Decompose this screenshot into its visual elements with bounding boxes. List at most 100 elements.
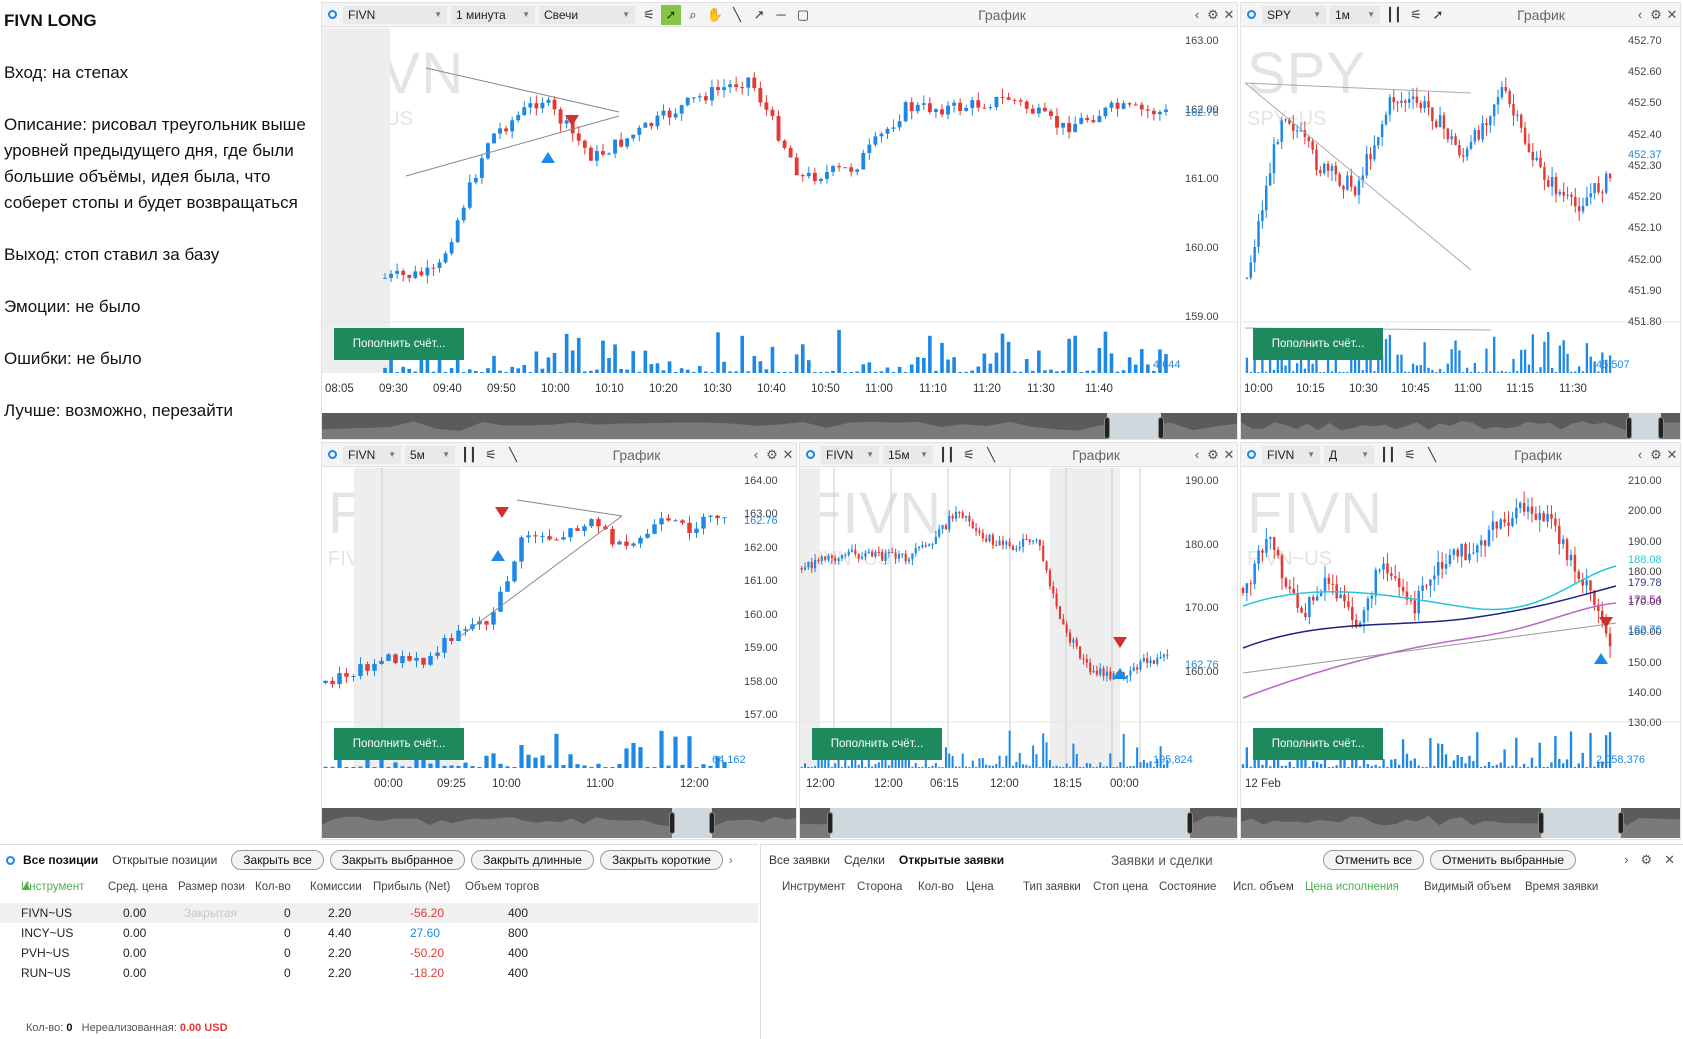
line-tool-icon[interactable]: ╲ [733,6,741,22]
panel-link-radio[interactable] [1247,450,1256,459]
col-order-time[interactable]: Время заявки [1525,881,1599,893]
close-all-button[interactable]: Закрыть все [231,850,324,870]
navigator-handle[interactable] [1626,417,1632,439]
col-filled-volume[interactable]: Исп. объем [1233,881,1294,893]
timeline-navigator[interactable] [800,808,1237,838]
tab-open-positions[interactable]: Открытые позиции [112,853,218,867]
navigator-handle[interactable] [1187,812,1193,834]
cancel-all-button[interactable]: Отменить все [1323,850,1425,870]
col-status[interactable]: Состояние [1159,881,1217,893]
ticker-select[interactable]: FIVN ▼ [343,445,401,464]
col-stop-price[interactable]: Стоп цена [1093,881,1148,893]
hand-icon[interactable]: ✋ [706,6,724,22]
chevron-left-icon[interactable]: ‹ [753,447,759,462]
rect-tool-icon[interactable]: ▢ [796,6,810,22]
close-icon[interactable]: ✕ [782,446,794,462]
interval-select[interactable]: 5м ▼ [405,445,455,464]
close-short-button[interactable]: Закрыть короткие [599,850,723,870]
interval-select[interactable]: 1 минута ▼ [451,5,535,24]
navigator-window[interactable] [1541,808,1621,838]
ticker-select[interactable]: FIVN ▼ [343,5,447,24]
tab-all-orders[interactable]: Все заявки [769,853,831,867]
indicators-icon[interactable]: ⚟ [643,6,655,22]
candles-icon[interactable]: ┃┃ [1386,6,1402,22]
interval-select[interactable]: 15м ▼ [883,445,933,464]
close-icon[interactable]: ✕ [1223,6,1235,22]
fund-account-button[interactable]: Пополнить счёт... [812,728,942,760]
chart-type-select[interactable]: Свечи ▼ [539,5,635,24]
navigator-handle[interactable] [709,812,715,834]
table-row[interactable]: PVH~US 0.00 0 2.20 -50.20 400 [0,943,758,963]
col-price[interactable]: Цена [966,881,994,893]
panel-link-radio[interactable] [328,450,337,459]
line-tool-icon[interactable]: ╲ [987,446,995,462]
table-row[interactable]: INCY~US 0.00 0 4.40 27.60 800 [0,923,758,943]
col-qty[interactable]: Кол-во [918,881,954,893]
panel-link-radio[interactable] [1247,10,1256,19]
navigator-handle[interactable] [1104,417,1110,439]
navigator-handle[interactable] [1538,812,1544,834]
col-volume[interactable]: Объем торгов [465,881,540,893]
col-fees[interactable]: Комиссии [310,881,362,893]
ticker-select[interactable]: FIVN ▼ [821,445,879,464]
ticker-select[interactable]: SPY ▼ [1262,5,1326,24]
chart-plot-area[interactable]: FIVNFIVN~US164.00163.00162.00161.00160.0… [322,468,796,839]
navigator-window[interactable] [1629,413,1661,439]
indicators-icon[interactable]: ⚟ [1404,446,1416,462]
col-side[interactable]: Сторона [857,881,903,893]
col-qty[interactable]: Кол-во [255,881,291,893]
chevron-right-icon[interactable]: › [728,853,733,867]
col-avg-price[interactable]: Сред. цена [108,881,168,893]
chevron-right-icon[interactable]: › [1624,852,1629,867]
col-instrument[interactable]: Инструмент [782,881,846,893]
navigator-handle[interactable] [1618,812,1624,834]
gear-icon[interactable]: ⚙ [1650,446,1662,462]
panel-link-radio[interactable] [806,450,815,459]
gear-icon[interactable]: ⚙ [766,446,778,462]
close-icon[interactable]: ✕ [1666,6,1678,22]
navigator-handle[interactable] [827,812,833,834]
candles-icon[interactable]: ┃┃ [461,446,477,462]
table-row[interactable]: RUN~US 0.00 0 2.20 -18.20 400 [0,963,758,983]
chart-plot-area[interactable]: FIVN FIVN~US 190.00 180.00 170.00 160.00 162.7… [800,468,1237,839]
close-icon[interactable]: ✕ [1666,446,1678,462]
panel-link-radio[interactable] [6,855,15,865]
hline-tool-icon[interactable]: ─ [776,7,786,22]
close-icon[interactable]: ✕ [1223,446,1235,462]
indicators-icon[interactable]: ⚟ [1410,6,1422,22]
cancel-selected-button[interactable]: Отменить выбранные [1430,850,1577,870]
timeline-navigator[interactable] [1241,413,1680,439]
timeline-navigator[interactable] [322,808,796,838]
navigator-window[interactable] [830,808,1190,838]
navigator-handle[interactable] [1158,417,1164,439]
interval-select[interactable]: Д ▼ [1324,445,1374,464]
timeline-navigator[interactable] [322,413,1237,439]
gear-icon[interactable]: ⚙ [1207,6,1219,22]
candles-icon[interactable]: ┃┃ [939,446,955,462]
fund-account-button[interactable]: Пополнить счёт... [1253,728,1383,760]
gear-icon[interactable]: ⚙ [1640,852,1653,867]
col-order-type[interactable]: Тип заявки [1023,881,1081,893]
panel-link-radio[interactable] [328,10,337,19]
line-tool-icon[interactable]: ╲ [509,446,517,462]
candles-icon[interactable]: ┃┃ [1380,446,1396,462]
tab-all-positions[interactable]: Все позиции [23,853,99,867]
close-selected-button[interactable]: Закрыть выбранное [329,850,466,870]
chevron-left-icon[interactable]: ‹ [1637,447,1643,462]
tab-trades[interactable]: Сделки [844,853,885,867]
indicators-icon[interactable]: ⚟ [485,446,497,462]
indicators-icon[interactable]: ⚟ [963,446,975,462]
fund-account-button[interactable]: Пополнить счёт... [1253,328,1383,360]
col-position-size[interactable]: Размер пози [178,881,245,893]
ticker-select[interactable]: FIVN ▼ [1262,445,1320,464]
chart-plot-area[interactable]: SPY SPY~US 452.70 452.60 452.50 452.40 452.30 4… [1241,28,1680,439]
col-visible-volume[interactable]: Видимый объем [1424,881,1512,893]
fund-account-button[interactable]: Пополнить счёт... [334,328,464,360]
cursor-icon[interactable]: ➚ [661,4,681,25]
chevron-left-icon[interactable]: ‹ [1637,7,1643,22]
col-pnl[interactable]: Прибыль (Net) [373,881,451,893]
line-tool-icon[interactable]: ╲ [1428,446,1436,462]
navigator-handle[interactable] [1658,417,1664,439]
cursor-icon[interactable]: ➚ [1432,6,1444,22]
chevron-left-icon[interactable]: ‹ [1194,7,1200,22]
